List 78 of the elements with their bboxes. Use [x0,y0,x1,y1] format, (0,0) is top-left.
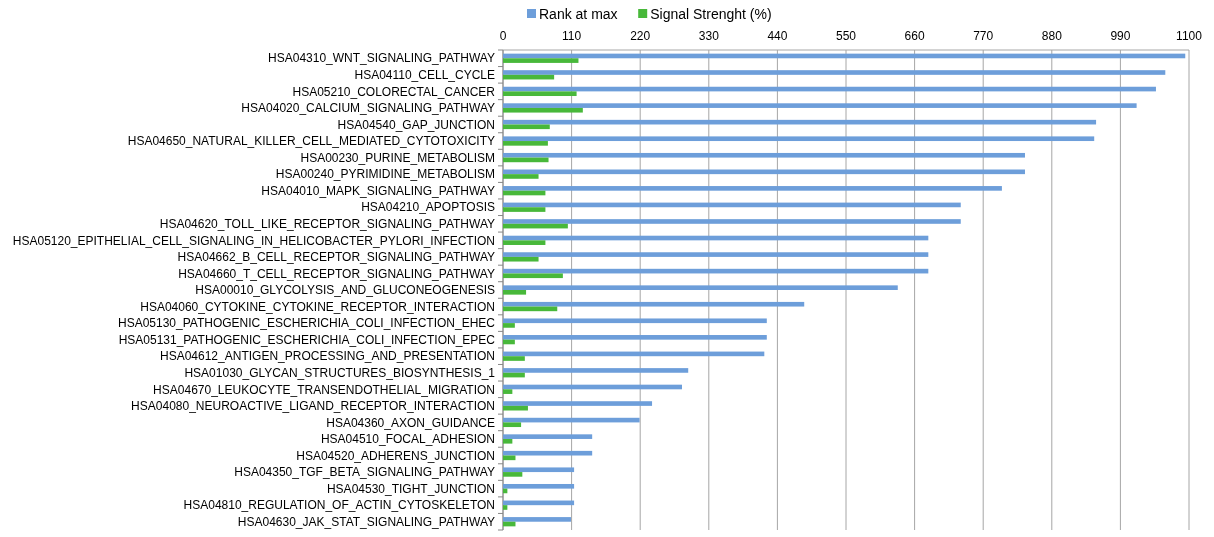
bar [503,58,579,63]
y-tick-label: HSA04020_CALCIUM_SIGNALING_PATHWAY [241,101,495,116]
x-tick-label: 660 [904,29,925,43]
bar [503,124,550,130]
y-tick-label: HSA00010_GLYCOLYSIS_AND_GLUCONEOGENESIS [195,283,495,298]
legend-label: Rank at max [539,5,618,22]
bar [503,483,575,489]
x-tick-label: 330 [698,29,720,43]
y-tick-label: HSA04510_FOCAL_ADHESION [320,432,495,447]
bar [503,318,767,324]
y-tick-label: HSA04520_ADHERENS_JUNCTION [296,448,495,463]
y-tick-label: HSA04660_T_CELL_RECEPTOR_SIGNALING_PATHWAY [178,266,495,281]
y-tick-label: HSA04210_APOPTOSIS [361,200,495,215]
legend-label: Signal Strenght (%) [650,5,772,22]
bar [503,472,523,477]
y-tick-label: HSA04350_TGF_BETA_SIGNALING_PATHWAY [234,465,495,480]
bar [503,207,546,212]
bar [503,91,577,97]
y-tick-label: HSA05120_EPITHELIAL_CELL_SIGNALING_IN_HELICOBACTER_PYLORI_INFECTION [12,233,495,248]
x-tick-label: 110 [562,29,582,43]
bar [503,256,539,262]
x-tick-label: 440 [767,29,788,43]
y-tick-label: HSA04630_JAK_STAT_SIGNALING_PATHWAY [237,514,495,529]
bar [503,219,961,224]
bar [503,174,539,179]
y-tick-label: HSA04110_CELL_CYCLE [354,68,495,83]
y-tick-label: HSA04650_NATURAL_KILLER_CELL_MEDIATED_CYTOTOXICITY [127,134,495,149]
bar [503,70,1166,75]
x-tick-label: 1100 [1176,29,1203,43]
bar [503,152,1025,158]
bar [503,107,583,113]
bar [503,505,508,510]
bar [503,389,513,394]
bar [503,368,689,373]
bar [503,450,593,456]
y-tick-label: HSA00240_PYRIMIDINE_METABOLISM [275,167,495,182]
bar [503,136,1095,142]
bar [503,323,515,328]
y-tick-label: HSA04530_TIGHT_JUNCTION [326,481,495,496]
x-tick-label: 770 [973,29,994,43]
y-tick-label: HSA04010_MAPK_SIGNALING_PATHWAY [261,183,495,198]
y-tick-label: HSA05130_PATHOGENIC_ESCHERICHIA_COLI_INFECTION_EHEC [118,316,496,331]
x-tick-label: 550 [835,29,857,43]
x-tick-label: 0 [499,29,507,43]
bar [503,186,1002,191]
bar [503,401,653,406]
bar [503,301,805,307]
y-tick-label: HSA05210_COLORECTAL_CANCER [292,84,496,99]
y-tick-label: HSA04360_AXON_GUIDANCE [326,415,495,430]
y-tick-label: HSA04612_ANTIGEN_PROCESSING_AND_PRESENTATION [160,349,495,364]
bar [503,103,1137,108]
y-tick-label: HSA04060_CYTOKINE_CYTOKINE_RECEPTOR_INTERACTION [140,299,495,314]
y-tick-label: HSA04810_REGULATION_OF_ACTIN_CYTOSKELETON [183,498,495,513]
x-tick-label: 990 [1110,29,1131,43]
y-tick-label: HSA04662_B_CELL_RECEPTOR_SIGNALING_PATHWAY [177,250,495,265]
y-tick-label: HSA04080_NEUROACTIVE_LIGAND_RECEPTOR_INTERACTION [131,399,495,414]
bar [503,422,522,428]
bar [503,517,571,522]
y-tick-label: HSA04670_LEUKOCYTE_TRANSENDOTHELIAL_MIGRATION [153,382,495,397]
y-tick-label: HSA04310_WNT_SIGNALING_PATHWAY [268,51,495,66]
bar [503,356,525,361]
y-tick-label: HSA01030_GLYCAN_STRUCTURES_BIOSYNTHESIS_1 [184,365,496,380]
bar [503,273,563,279]
x-tick-label: 220 [630,29,651,43]
bar [503,240,546,245]
bar [503,141,548,146]
bar [503,252,929,257]
y-tick-label: HSA00230_PURINE_METABOLISM [300,150,495,165]
y-tick-label: HSA04540_GAP_JUNCTION [337,117,495,132]
bar [503,434,593,439]
bar [503,290,527,295]
bar [503,438,513,444]
y-tick-label: HSA05131_PATHOGENIC_ESCHERICHIA_COLI_INFECTION_EPEC [118,332,496,347]
y-tick-label: HSA04620_TOLL_LIKE_RECEPTOR_SIGNALING_PATHWAY [159,216,495,231]
x-tick-label: 880 [1041,29,1063,43]
bar [503,335,767,340]
bar [503,467,575,473]
bar [503,285,898,290]
